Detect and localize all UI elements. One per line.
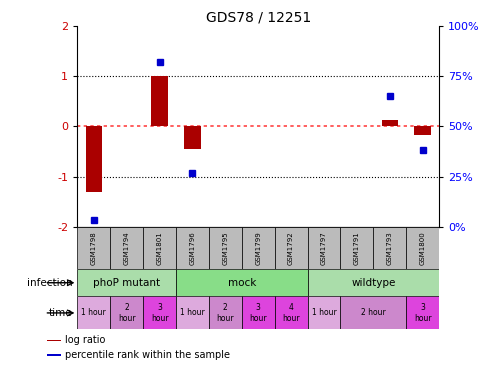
Bar [406, 227, 439, 269]
Bar [373, 227, 406, 269]
Text: log ratio: log ratio [65, 335, 106, 346]
Bar [406, 296, 439, 329]
Text: 3
hour: 3 hour [151, 303, 168, 323]
Bar [143, 227, 176, 269]
Text: 1 hour: 1 hour [81, 309, 106, 317]
Bar [176, 227, 209, 269]
Text: infection: infection [27, 278, 72, 288]
Bar [382, 120, 398, 126]
Bar [340, 227, 373, 269]
Bar [110, 296, 143, 329]
Bar [209, 227, 242, 269]
Bar [176, 296, 209, 329]
Bar [176, 269, 307, 296]
Text: 4
hour: 4 hour [282, 303, 300, 323]
Title: GDS78 / 12251: GDS78 / 12251 [206, 11, 311, 25]
Bar [77, 227, 110, 269]
Bar [151, 76, 168, 126]
Text: 2
hour: 2 hour [118, 303, 136, 323]
Text: GSM1799: GSM1799 [255, 231, 261, 265]
Text: 1 hour: 1 hour [180, 309, 205, 317]
Text: GSM1794: GSM1794 [124, 231, 130, 265]
Text: GSM1800: GSM1800 [420, 231, 426, 265]
Bar [307, 269, 439, 296]
Bar [47, 340, 61, 341]
Text: time: time [49, 308, 72, 318]
Text: GSM1793: GSM1793 [387, 231, 393, 265]
Text: wildtype: wildtype [351, 278, 396, 288]
Text: percentile rank within the sample: percentile rank within the sample [65, 350, 231, 360]
Text: 2
hour: 2 hour [217, 303, 234, 323]
Text: phoP mutant: phoP mutant [93, 278, 160, 288]
Bar [47, 354, 61, 356]
Bar [307, 296, 340, 329]
Bar [85, 126, 102, 192]
Bar [307, 227, 340, 269]
Bar [340, 296, 406, 329]
Bar [77, 296, 110, 329]
Text: GSM1797: GSM1797 [321, 231, 327, 265]
Bar [143, 296, 176, 329]
Text: GSM1795: GSM1795 [223, 231, 229, 265]
Bar [415, 126, 431, 135]
Bar [209, 296, 242, 329]
Text: 1 hour: 1 hour [312, 309, 336, 317]
Bar [184, 126, 201, 149]
Text: 2 hour: 2 hour [361, 309, 386, 317]
Bar [274, 227, 307, 269]
Bar [77, 269, 176, 296]
Text: 3
hour: 3 hour [414, 303, 432, 323]
Text: 3
hour: 3 hour [250, 303, 267, 323]
Bar [242, 296, 274, 329]
Text: GSM1792: GSM1792 [288, 231, 294, 265]
Text: GSM1791: GSM1791 [354, 231, 360, 265]
Bar [110, 227, 143, 269]
Bar [242, 227, 274, 269]
Text: GSM1801: GSM1801 [157, 231, 163, 265]
Text: GSM1798: GSM1798 [91, 231, 97, 265]
Bar [274, 296, 307, 329]
Text: GSM1796: GSM1796 [190, 231, 196, 265]
Text: mock: mock [228, 278, 256, 288]
